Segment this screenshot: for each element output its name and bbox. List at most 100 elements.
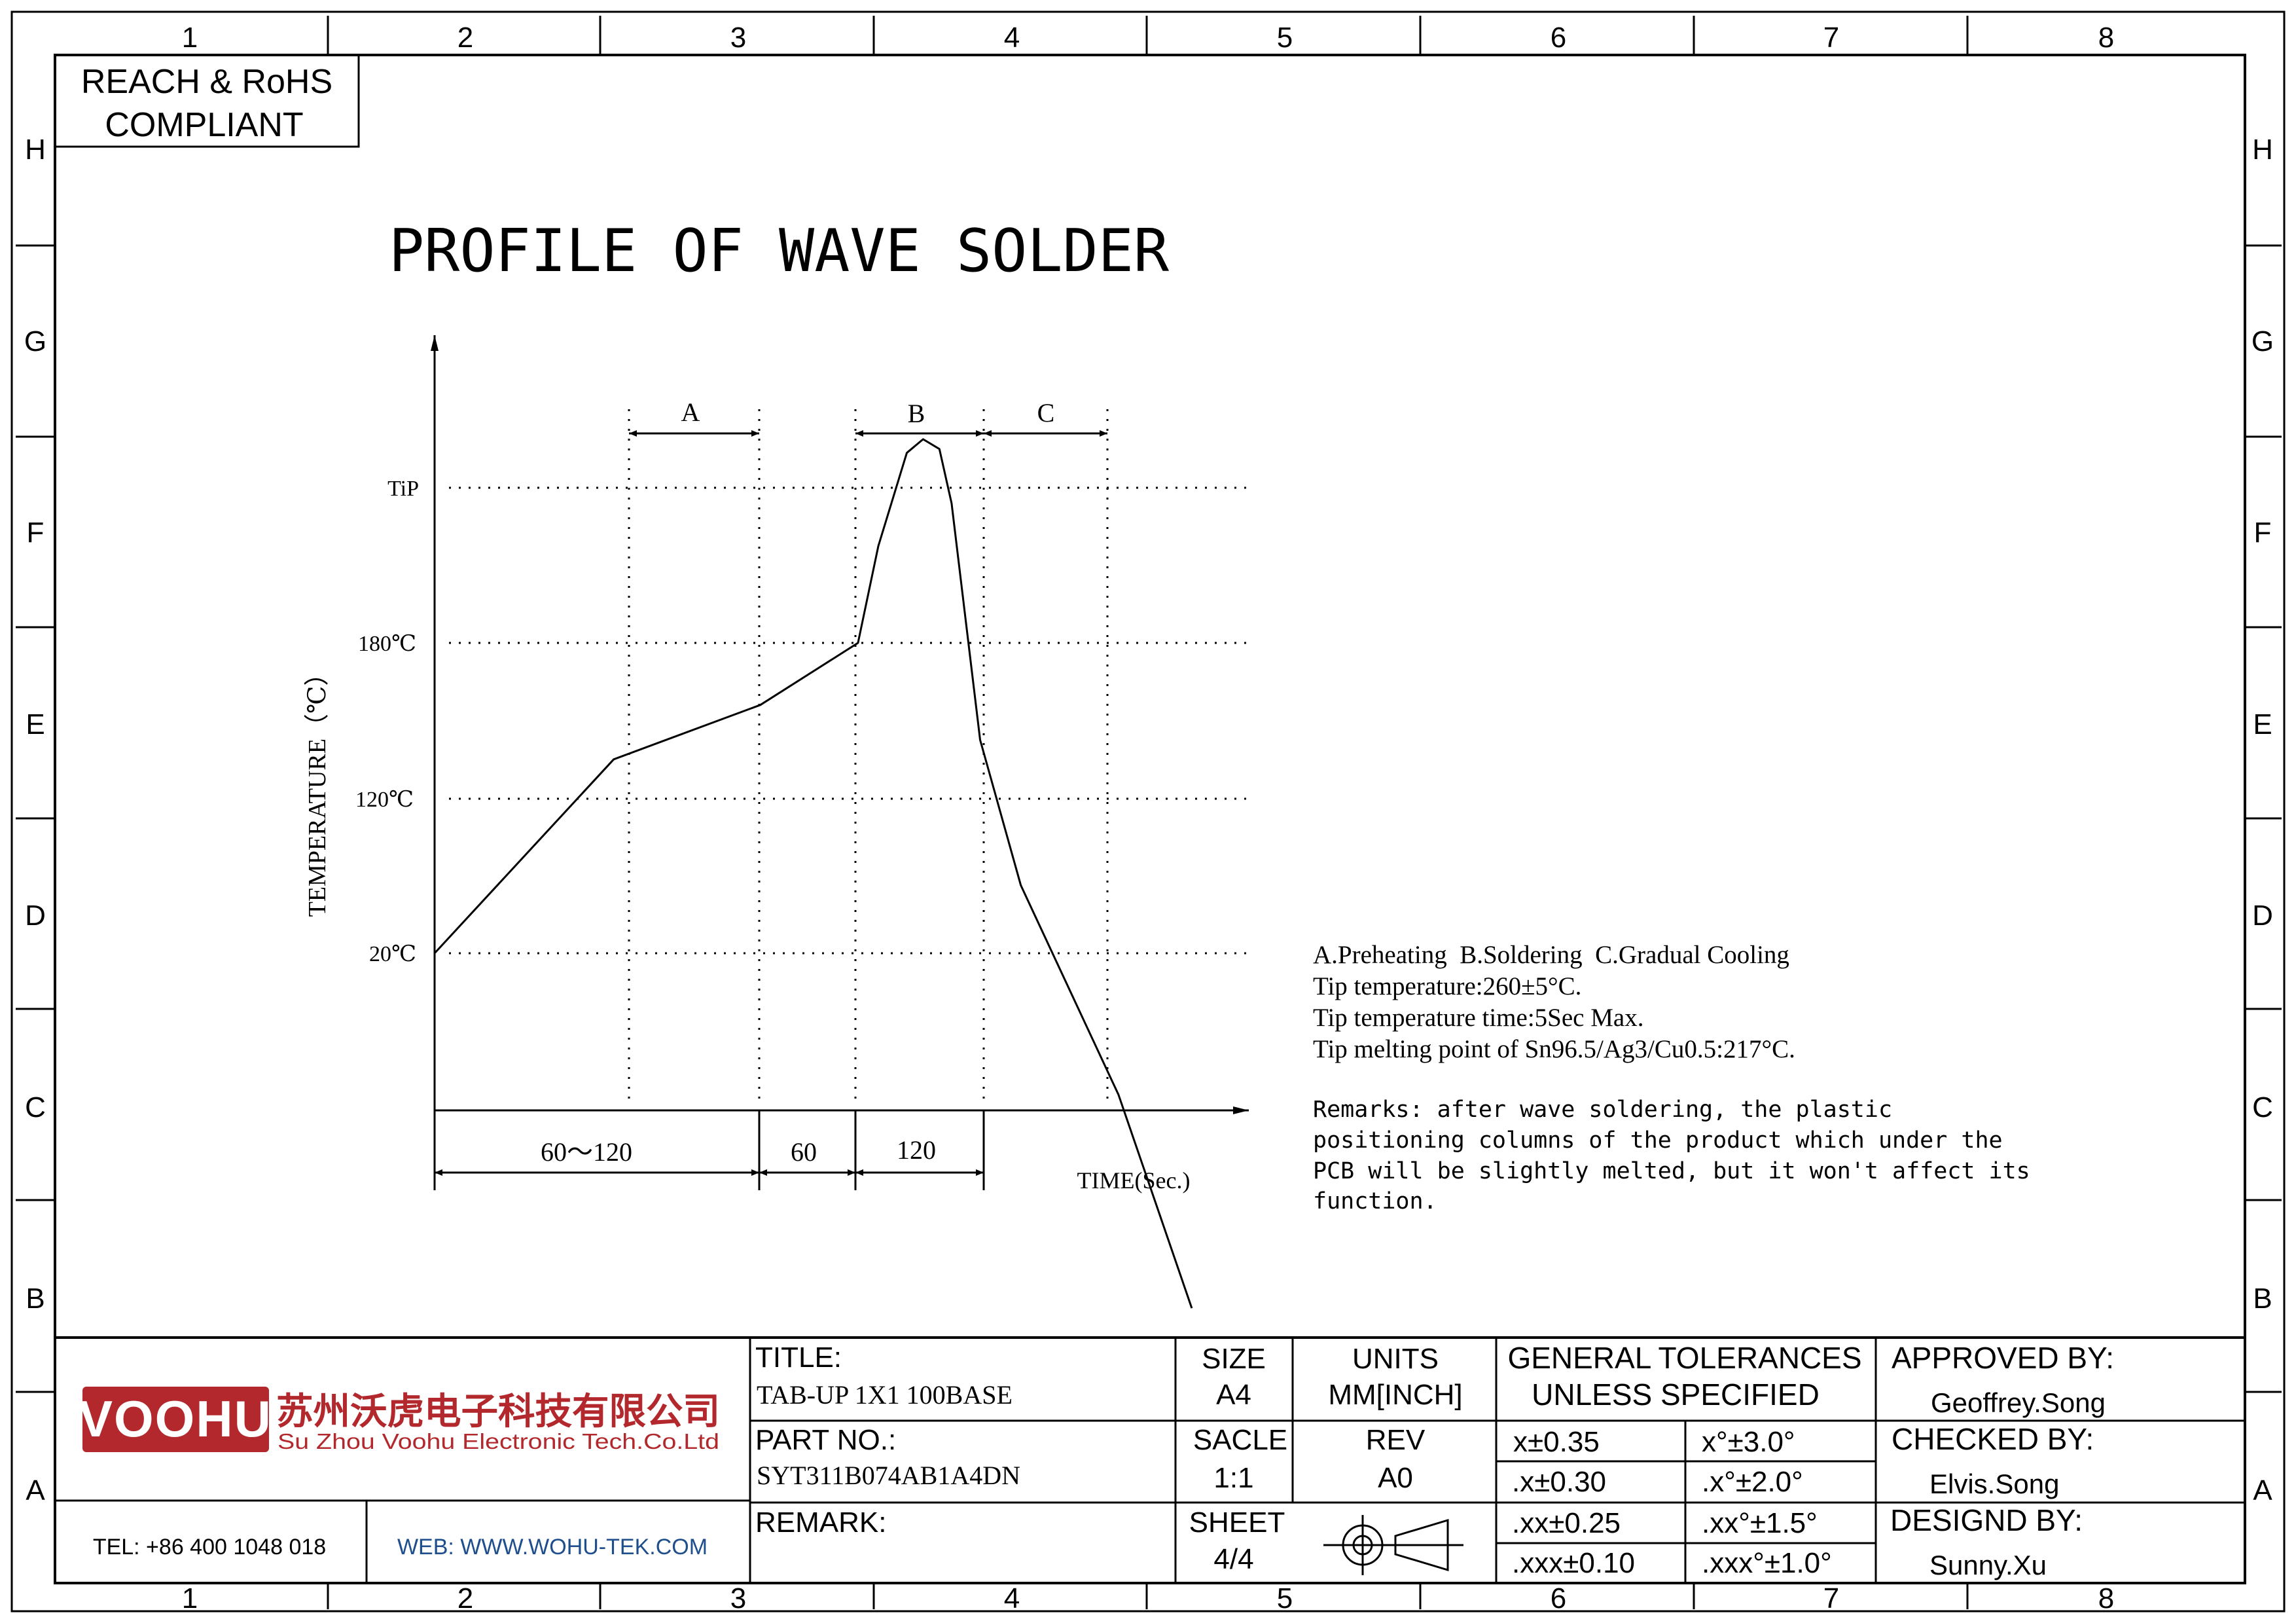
- col-label: 6: [1551, 22, 1566, 54]
- col-label: 5: [1277, 1582, 1293, 1614]
- scale-value: 1:1: [1213, 1462, 1253, 1494]
- approved-label: APPROVED BY:: [1892, 1341, 2114, 1375]
- col-label: 7: [1823, 22, 1839, 54]
- row-label: H: [2252, 134, 2273, 166]
- tolerance-angular: x°±3.0°: [1702, 1426, 1795, 1458]
- column-labels-bottom: 1 2 3 4 5 6 7 8: [182, 1582, 2114, 1614]
- y-tick-label: 120℃: [355, 788, 414, 812]
- tolerance-linear: .xx±0.25: [1512, 1507, 1621, 1539]
- solder-profile-chart: TiP 180℃ 120℃ 20℃ TEMPERATURE（℃） A B C: [304, 335, 1250, 1309]
- approved-value: Geoffrey.Song: [1931, 1387, 2106, 1418]
- y-tick-label: 180℃: [358, 632, 416, 656]
- company-logo-text: VOOHU: [79, 1390, 272, 1448]
- company-name-cn: 苏州沃虎电子科技有限公司: [276, 1391, 720, 1433]
- remark-label: REMARK:: [755, 1506, 886, 1539]
- note-line: Tip melting point of Sn96.5/Ag3/Cu0.5:21…: [1313, 1035, 1795, 1063]
- tolerance-angular: .xx°±1.5°: [1702, 1507, 1818, 1539]
- checked-value: Elvis.Song: [1929, 1468, 2059, 1499]
- row-label: B: [26, 1283, 45, 1315]
- units-value: MM[INCH]: [1328, 1379, 1462, 1411]
- row-label: E: [2253, 708, 2272, 740]
- title-value: TAB-UP 1X1 100BASE: [757, 1380, 1013, 1410]
- size-value: A4: [1216, 1379, 1251, 1411]
- row-label: F: [2254, 517, 2272, 549]
- drawing-title: PROFILE OF WAVE SOLDER: [389, 217, 1170, 285]
- col-label: 3: [730, 1582, 746, 1614]
- rev-value: A0: [1378, 1462, 1413, 1494]
- col-label: 8: [2098, 22, 2114, 54]
- remark-line: PCB will be slightly melted, but it won'…: [1313, 1158, 2030, 1184]
- company-web: WEB: WWW.WOHU-TEK.COM: [397, 1535, 708, 1559]
- title-label: TITLE:: [755, 1341, 842, 1374]
- row-label: F: [27, 517, 45, 549]
- col-label: 1: [182, 1582, 198, 1614]
- company-logo: [82, 1387, 269, 1452]
- row-label: A: [26, 1474, 45, 1506]
- col-label: 5: [1277, 22, 1293, 54]
- tolerance-angular: .x°±2.0°: [1702, 1466, 1803, 1498]
- column-labels-top: 1 2 3 4 5 6 7 8: [182, 22, 2114, 54]
- note-line: Tip temperature time:5Sec Max.: [1313, 1004, 1643, 1032]
- remark-line: function.: [1313, 1188, 1437, 1214]
- row-labels-right: H G F E D C B A: [2251, 134, 2274, 1506]
- col-label: 3: [730, 22, 746, 54]
- outer-border: [10, 10, 2286, 1613]
- compliance-box: [54, 54, 360, 148]
- company-tel: TEL: +86 400 1048 018: [93, 1535, 326, 1559]
- row-label: C: [25, 1091, 46, 1123]
- zone-label-a: A: [681, 397, 700, 427]
- time-segment-label: 60: [791, 1137, 817, 1167]
- row-label: G: [2251, 325, 2274, 357]
- rev-label: REV: [1366, 1424, 1426, 1456]
- row-label: E: [26, 708, 45, 740]
- title-block-grid: [55, 1336, 2245, 1583]
- row-label: A: [2253, 1474, 2272, 1506]
- row-label: H: [25, 134, 46, 166]
- compliance-line2: COMPLIANT: [105, 106, 303, 144]
- y-tick-label: 20℃: [369, 942, 416, 966]
- tolerance-linear: .x±0.30: [1512, 1466, 1606, 1498]
- tolerance-angular: .xxx°±1.0°: [1702, 1547, 1832, 1579]
- tolerance-heading: UNLESS SPECIFIED: [1532, 1377, 1820, 1412]
- sheet-label: SHEET: [1189, 1506, 1285, 1539]
- zone-ticks: [16, 16, 2282, 1609]
- size-label: SIZE: [1202, 1343, 1266, 1375]
- x-axis-label: TIME(Sec.): [1077, 1167, 1191, 1194]
- part-value: SYT311B074AB1A4DN: [757, 1461, 1020, 1490]
- y-tick-label: TiP: [387, 477, 419, 501]
- row-labels-left: H G F E D C B A: [24, 134, 46, 1506]
- tolerance-heading: GENERAL TOLERANCES: [1507, 1341, 1861, 1375]
- profile-curve: [433, 438, 1193, 1309]
- row-label: D: [2252, 900, 2273, 932]
- time-segment-label: 120: [897, 1135, 936, 1165]
- col-label: 8: [2098, 1582, 2114, 1614]
- zone-label-c: C: [1037, 398, 1055, 428]
- time-segment-label: 60～120: [541, 1137, 632, 1167]
- projection-symbol-icon: [1323, 1515, 1463, 1575]
- row-label: G: [24, 325, 46, 357]
- col-label: 1: [182, 22, 198, 54]
- note-line: Tip temperature:260±5°C.: [1313, 972, 1581, 1000]
- sheet-value: 4/4: [1213, 1543, 1253, 1575]
- col-label: 2: [457, 22, 473, 54]
- part-label: PART NO.:: [755, 1424, 896, 1456]
- row-label: C: [2252, 1091, 2273, 1123]
- col-label: 7: [1823, 1582, 1839, 1614]
- designed-label: DESIGND BY:: [1890, 1503, 2083, 1537]
- col-label: 2: [457, 1582, 473, 1614]
- remark-line: Remarks: after wave soldering, the plast…: [1313, 1097, 1892, 1123]
- zone-label-b: B: [908, 399, 925, 428]
- note-line: A.Preheating B.Soldering C.Gradual Cooli…: [1313, 941, 1789, 969]
- row-label: B: [2253, 1283, 2272, 1315]
- compliance-line1: REACH & RoHS: [81, 63, 332, 101]
- designed-value: Sunny.Xu: [1929, 1550, 2047, 1580]
- col-label: 4: [1004, 22, 1020, 54]
- col-label: 6: [1551, 1582, 1566, 1614]
- tolerance-linear: .xxx±0.10: [1512, 1547, 1635, 1579]
- row-label: D: [25, 900, 46, 932]
- checked-label: CHECKED BY:: [1892, 1422, 2094, 1456]
- y-axis-label: TEMPERATURE（℃）: [304, 661, 331, 917]
- col-label: 4: [1004, 1582, 1020, 1614]
- remark-line: positioning columns of the product which…: [1313, 1127, 2003, 1154]
